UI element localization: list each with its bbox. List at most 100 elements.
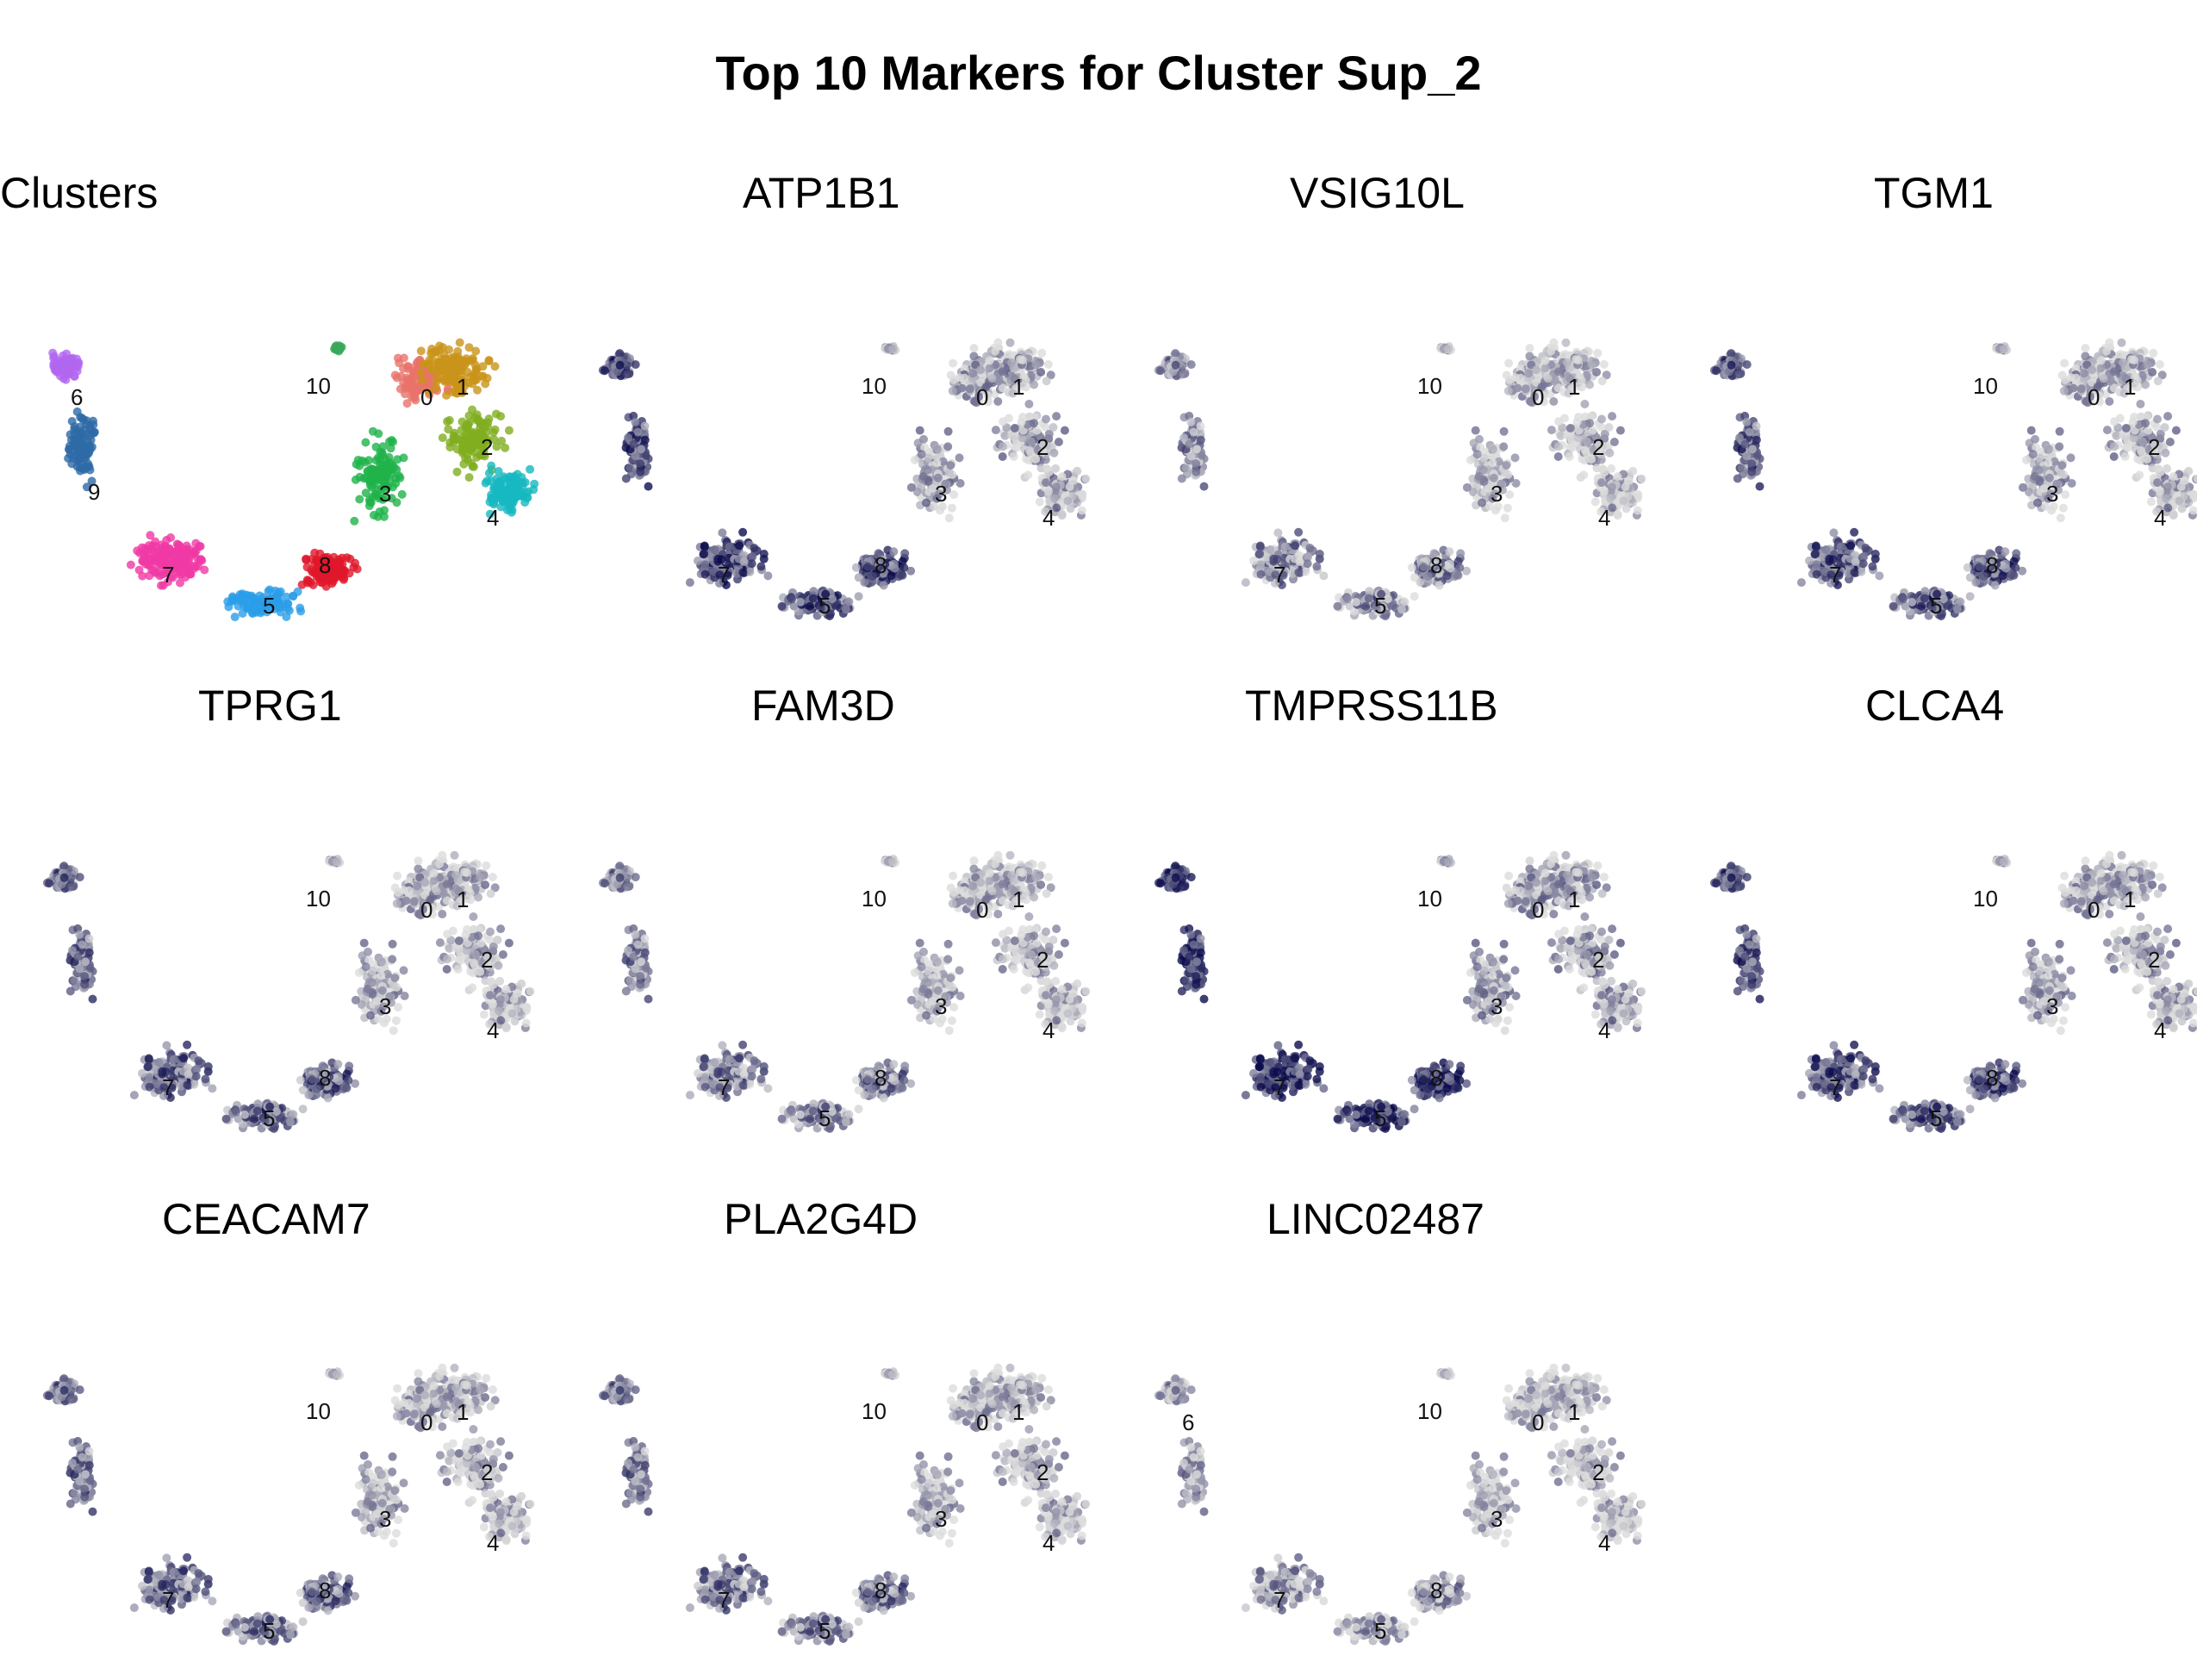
- cell-point: [144, 550, 153, 559]
- cell-point: [1049, 423, 1058, 432]
- cell-point: [625, 464, 635, 473]
- cell-point: [283, 599, 293, 608]
- cell-point: [453, 346, 463, 356]
- panel-title-clusters: Clusters: [0, 169, 159, 217]
- cluster-label: 3: [935, 481, 947, 507]
- cell-point: [477, 420, 487, 429]
- cell-point: [759, 550, 769, 558]
- cell-point: [1435, 581, 1444, 590]
- cell-point: [1186, 417, 1196, 426]
- cell-point: [73, 431, 83, 440]
- cell-point: [452, 467, 462, 476]
- cell-point: [490, 425, 500, 434]
- cell-point: [263, 599, 272, 608]
- cell-point: [455, 355, 464, 364]
- cluster-label: 8: [319, 552, 331, 578]
- cell-point: [485, 509, 495, 519]
- cell-point: [1532, 365, 1540, 375]
- cell-point: [2160, 423, 2169, 432]
- cluster-label: 0: [420, 384, 433, 410]
- cell-point: [1609, 438, 1619, 446]
- cell-point: [1540, 356, 1550, 365]
- cell-point: [1565, 424, 1575, 432]
- cell-point: [948, 386, 957, 395]
- cluster-label: 8: [874, 552, 887, 578]
- cell-point: [1343, 594, 1353, 604]
- cell-point: [2088, 365, 2096, 375]
- panel-title-clca4: CLCA4: [1865, 681, 2005, 730]
- cell-point: [507, 488, 517, 498]
- cell-point: [601, 366, 609, 376]
- cell-point: [387, 436, 396, 445]
- cell-point: [2009, 570, 2019, 580]
- cell-point: [470, 370, 479, 379]
- cell-point: [900, 549, 910, 558]
- cell-point: [1621, 504, 1631, 513]
- cell-point: [2044, 445, 2053, 454]
- cell-point: [481, 880, 490, 889]
- cell-point: [1549, 338, 1559, 347]
- cell-point: [504, 426, 513, 435]
- cell-point: [1735, 433, 1744, 443]
- cell-point: [2149, 348, 2158, 358]
- cell-point: [515, 491, 525, 501]
- cell-point: [993, 397, 1003, 406]
- cell-point: [442, 390, 451, 400]
- cell-point: [739, 557, 749, 567]
- cell-point: [750, 544, 759, 553]
- cell-point: [2056, 513, 2065, 523]
- cell-point: [1599, 360, 1609, 369]
- cell-point: [1280, 542, 1290, 551]
- cell-point: [401, 389, 410, 399]
- cell-point: [1908, 597, 1916, 607]
- panel-title-ceacam7: CEACAM7: [162, 1195, 370, 1243]
- cell-point: [489, 484, 499, 494]
- cell-point: [1747, 467, 1757, 476]
- cell-point: [409, 367, 419, 376]
- cell-point: [455, 338, 464, 347]
- cell-point: [1752, 421, 1761, 431]
- cell-point: [1050, 494, 1060, 503]
- cell-point: [1471, 426, 1480, 435]
- cell-point: [523, 493, 532, 502]
- cell-point: [1547, 426, 1556, 435]
- cell-point: [2058, 503, 2068, 513]
- cell-point: [640, 421, 650, 431]
- cell-point: [725, 542, 734, 551]
- cell-point: [1628, 466, 1638, 476]
- cell-point: [2163, 412, 2173, 421]
- cell-point: [1462, 482, 1472, 492]
- cell-point: [1042, 414, 1050, 424]
- cell-point: [1811, 549, 1820, 558]
- cell-point: [1597, 414, 1606, 424]
- cell-point: [922, 498, 930, 507]
- cell-point: [1266, 545, 1275, 555]
- cell-point: [1605, 448, 1615, 457]
- cell-point: [358, 456, 367, 465]
- cell-point: [376, 455, 385, 464]
- cell-point: [2156, 487, 2164, 496]
- cell-point: [624, 433, 632, 443]
- cell-point: [65, 445, 74, 454]
- cell-point: [1850, 568, 1859, 577]
- cell-point: [756, 562, 766, 571]
- cell-point: [1742, 417, 1752, 426]
- cell-point: [1971, 578, 1981, 587]
- cell-point: [361, 488, 370, 498]
- cell-point: [1889, 601, 1898, 611]
- cluster-label: 0: [1532, 384, 1544, 410]
- cell-point: [404, 886, 414, 895]
- cell-point: [126, 560, 135, 569]
- cell-point: [738, 568, 748, 577]
- cell-point: [419, 359, 428, 369]
- cell-point: [468, 356, 477, 365]
- cell-point: [380, 463, 389, 472]
- cell-point: [2001, 563, 2011, 573]
- panel-title-tprg1: TPRG1: [198, 681, 342, 730]
- cluster-label: 7: [162, 562, 174, 588]
- cell-point: [1466, 456, 1475, 464]
- cell-point: [1294, 527, 1304, 537]
- cell-point: [968, 369, 977, 378]
- cell-point: [526, 464, 535, 474]
